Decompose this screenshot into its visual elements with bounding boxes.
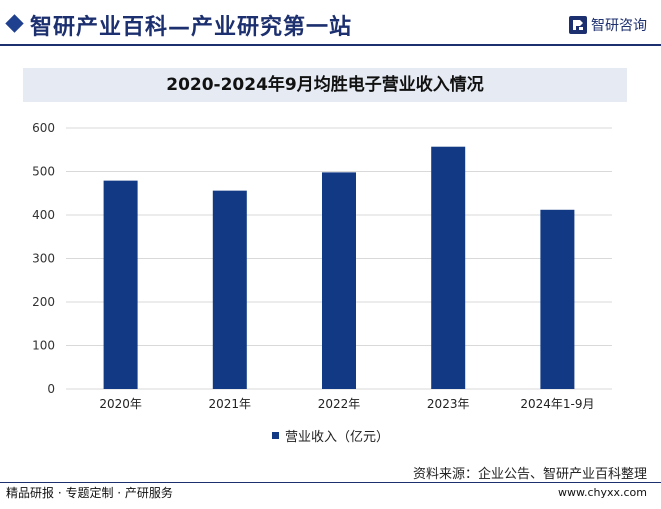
y-tick-label: 400 xyxy=(32,208,55,222)
header-title: 智研产业百科—产业研究第一站 xyxy=(30,15,353,40)
chart-title-bar: 2020-2024年9月均胜电子营业收入情况 xyxy=(23,68,627,102)
y-tick-label: 500 xyxy=(32,165,55,179)
legend: 营业收入（亿元） xyxy=(0,426,661,445)
x-tick-label: 2024年1-9月 xyxy=(520,397,594,411)
bar xyxy=(540,209,575,389)
brand: 智研咨询 xyxy=(569,15,647,35)
bar-chart: 0 100 200 300 400 500 600 2020年 2021年 2022年 2023年… xyxy=(32,121,612,411)
bar xyxy=(431,146,466,389)
x-tick-label: 2021年 xyxy=(209,397,252,411)
x-tick-label: 2023年 xyxy=(427,397,470,411)
chart-title: 2020-2024年9月均胜电子营业收入情况 xyxy=(166,75,484,95)
y-tick-label: 200 xyxy=(32,295,55,309)
y-tick-label: 0 xyxy=(47,382,55,396)
page-header: 智研产业百科—产业研究第一站 智研咨询 xyxy=(0,0,661,48)
diamond-icon xyxy=(5,14,24,33)
bar xyxy=(322,172,356,389)
brand-logo-icon xyxy=(569,16,587,34)
bar xyxy=(212,190,247,389)
bar xyxy=(103,180,138,389)
header-divider xyxy=(0,44,661,46)
x-tick-label: 2022年 xyxy=(318,397,361,411)
footer-services: 精品研报 · 专题定制 · 产研服务 xyxy=(6,486,173,500)
legend-label: 营业收入（亿元） xyxy=(284,430,389,445)
y-tick-label: 600 xyxy=(32,121,55,135)
brand-name: 智研咨询 xyxy=(591,18,647,34)
footer-divider xyxy=(0,482,661,483)
y-tick-label: 100 xyxy=(32,339,55,353)
source-note: 资料来源：企业公告、智研产业百科整理 xyxy=(412,467,647,482)
legend-swatch xyxy=(271,432,279,439)
y-tick-label: 300 xyxy=(32,252,55,266)
x-tick-label: 2020年 xyxy=(99,397,142,411)
site-url[interactable]: www.chyxx.com xyxy=(557,486,647,499)
